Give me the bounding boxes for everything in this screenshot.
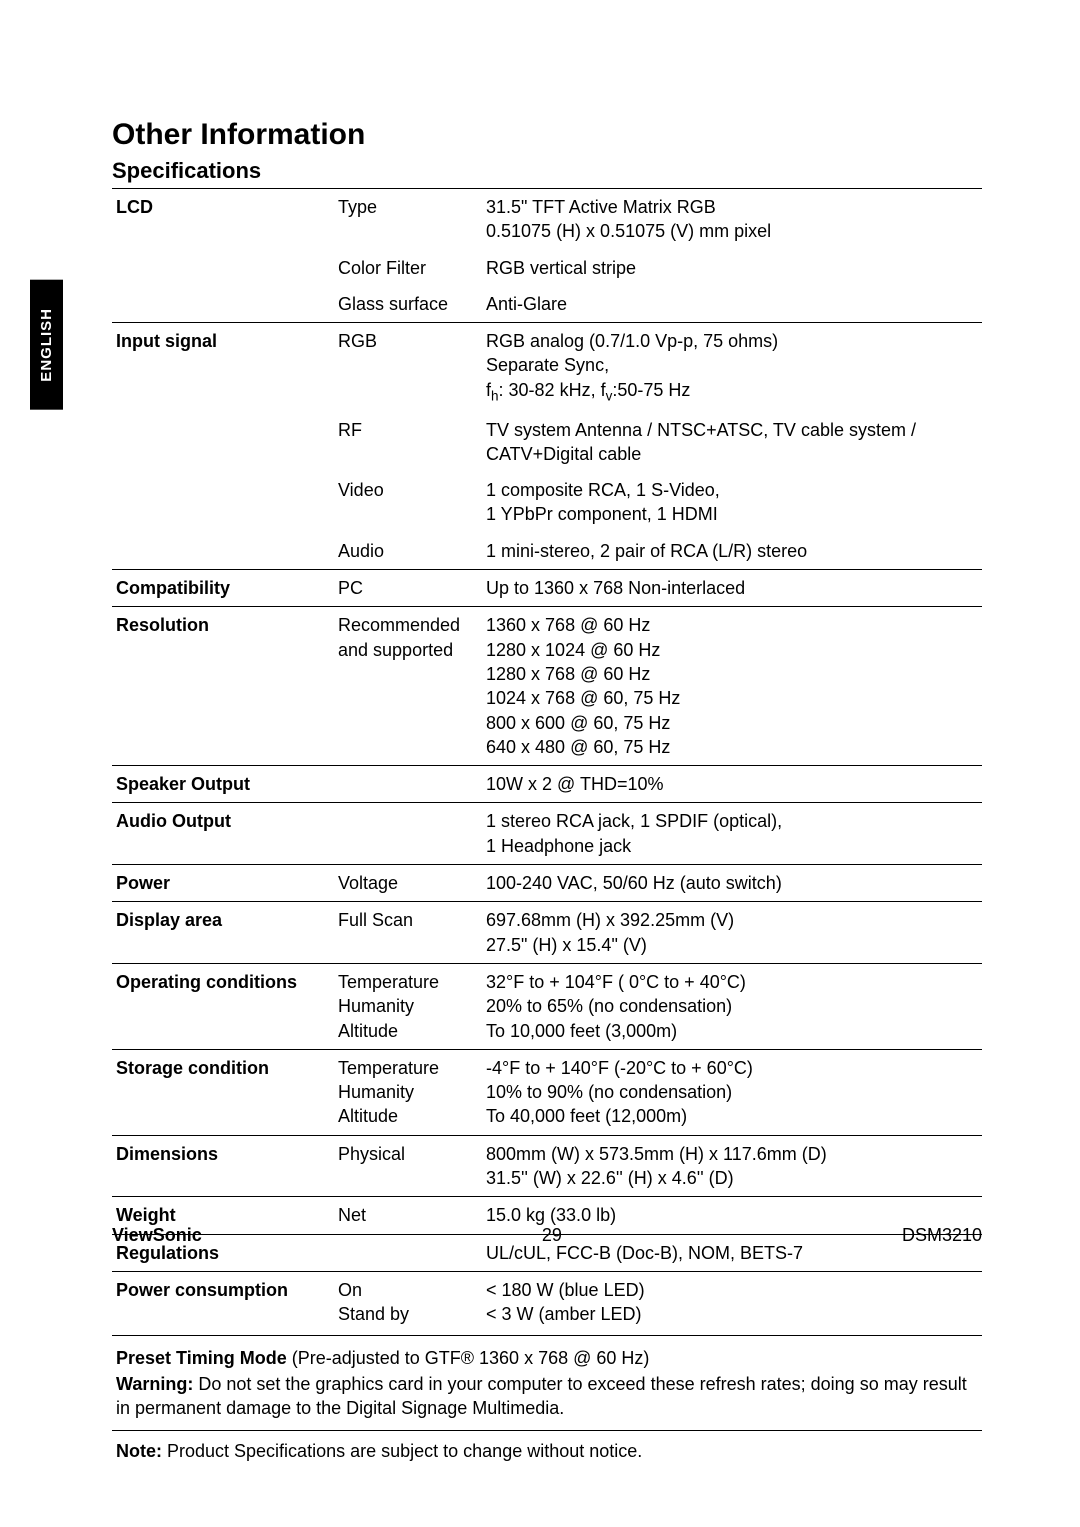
spec-value: 1 stereo RCA jack, 1 SPDIF (optical),1 H…	[482, 803, 982, 865]
note-text: Product Specifications are subject to ch…	[167, 1441, 642, 1461]
warning-label: Warning:	[116, 1374, 198, 1394]
spec-value: 1360 x 768 @ 60 Hz1280 x 1024 @ 60 Hz128…	[482, 607, 982, 766]
spec-attribute: Full Scan	[334, 902, 482, 964]
spec-label: Input signal	[112, 323, 334, 412]
spec-row: RFTV system Antenna / NTSC+ATSC, TV cabl…	[112, 412, 982, 473]
spec-label	[112, 472, 334, 533]
spec-attribute: Physical	[334, 1135, 482, 1197]
spec-row: DimensionsPhysical800mm (W) x 573.5mm (H…	[112, 1135, 982, 1197]
spec-attribute: Recommended and supported	[334, 607, 482, 766]
spec-attribute: RGB	[334, 323, 482, 412]
spec-value: 10W x 2 @ THD=10%	[482, 766, 982, 803]
spec-label: Speaker Output	[112, 766, 334, 803]
spec-label: Power consumption	[112, 1271, 334, 1332]
page-content: Other Information Specifications LCDType…	[112, 118, 982, 1472]
spec-label	[112, 250, 334, 286]
spec-row: Display areaFull Scan697.68mm (H) x 392.…	[112, 902, 982, 964]
spec-label: LCD	[112, 189, 334, 250]
spec-attribute: OnStand by	[334, 1271, 482, 1332]
spec-label: Operating conditions	[112, 963, 334, 1049]
page-footer: ViewSonic 29 DSM3210	[112, 1225, 982, 1246]
spec-attribute: Video	[334, 472, 482, 533]
spec-label: Storage condition	[112, 1049, 334, 1135]
spec-attribute: Voltage	[334, 865, 482, 902]
spec-row: Video1 composite RCA, 1 S-Video,1 YPbPr …	[112, 472, 982, 533]
language-tab: ENGLISH	[30, 280, 63, 410]
spec-row: Storage conditionTemperatureHumanityAlti…	[112, 1049, 982, 1135]
spec-attribute: Type	[334, 189, 482, 250]
spec-attribute	[334, 803, 482, 865]
brand-name: ViewSonic	[112, 1225, 202, 1246]
spec-value: Up to 1360 x 768 Non-interlaced	[482, 570, 982, 607]
spec-attribute: TemperatureHumanityAltitude	[334, 963, 482, 1049]
spec-label: Audio Output	[112, 803, 334, 865]
note-label: Note:	[116, 1441, 167, 1461]
spec-row: Glass surfaceAnti-Glare	[112, 286, 982, 323]
spec-value: < 180 W (blue LED)< 3 W (amber LED)	[482, 1271, 982, 1332]
spec-value: 1 mini-stereo, 2 pair of RCA (L/R) stere…	[482, 533, 982, 570]
spec-value: 32°F to + 104°F ( 0°C to + 40°C)20% to 6…	[482, 963, 982, 1049]
spec-row: LCDType31.5" TFT Active Matrix RGB0.5107…	[112, 189, 982, 250]
spec-label: Resolution	[112, 607, 334, 766]
spec-attribute	[334, 766, 482, 803]
spec-label: Compatibility	[112, 570, 334, 607]
spec-row: Input signalRGBRGB analog (0.7/1.0 Vp-p,…	[112, 323, 982, 412]
spec-label	[112, 533, 334, 570]
spec-value: -4°F to + 140°F (-20°C to + 60°C)10% to …	[482, 1049, 982, 1135]
spec-row: Audio1 mini-stereo, 2 pair of RCA (L/R) …	[112, 533, 982, 570]
spec-row: Audio Output 1 stereo RCA jack, 1 SPDIF (…	[112, 803, 982, 865]
spec-row: Power consumptionOnStand by< 180 W (blue…	[112, 1271, 982, 1332]
spec-label: Power	[112, 865, 334, 902]
spec-label	[112, 286, 334, 323]
spec-attribute: RF	[334, 412, 482, 473]
spec-label: Display area	[112, 902, 334, 964]
spec-value: RGB vertical stripe	[482, 250, 982, 286]
spec-attribute: Glass surface	[334, 286, 482, 323]
spec-value: 800mm (W) x 573.5mm (H) x 117.6mm (D)31.…	[482, 1135, 982, 1197]
warning-text: Do not set the graphics card in your com…	[116, 1374, 967, 1418]
spec-value: 697.68mm (H) x 392.25mm (V)27.5" (H) x 1…	[482, 902, 982, 964]
spec-attribute: Color Filter	[334, 250, 482, 286]
spec-label: Dimensions	[112, 1135, 334, 1197]
spec-row: ResolutionRecommended and supported1360 …	[112, 607, 982, 766]
subsection-title: Specifications	[112, 158, 982, 184]
spec-attribute: Audio	[334, 533, 482, 570]
spec-table: LCDType31.5" TFT Active Matrix RGB0.5107…	[112, 188, 982, 1333]
spec-value: RGB analog (0.7/1.0 Vp-p, 75 ohms)Separa…	[482, 323, 982, 412]
spec-row: Speaker Output 10W x 2 @ THD=10%	[112, 766, 982, 803]
section-title: Other Information	[112, 118, 982, 152]
spec-value: 100-240 VAC, 50/60 Hz (auto switch)	[482, 865, 982, 902]
spec-value: Anti-Glare	[482, 286, 982, 323]
preset-text: (Pre-adjusted to GTF® 1360 x 768 @ 60 Hz…	[292, 1348, 650, 1368]
spec-label	[112, 412, 334, 473]
model-number: DSM3210	[902, 1225, 982, 1246]
spec-row: Operating conditionsTemperatureHumanityA…	[112, 963, 982, 1049]
preset-label: Preset Timing Mode	[116, 1348, 292, 1368]
notes-block: Preset Timing Mode (Pre-adjusted to GTF®…	[112, 1335, 982, 1432]
spec-value: TV system Antenna / NTSC+ATSC, TV cable …	[482, 412, 982, 473]
footnote: Note: Product Specifications are subject…	[112, 1431, 982, 1472]
spec-attribute: TemperatureHumanityAltitude	[334, 1049, 482, 1135]
spec-value: 1 composite RCA, 1 S-Video,1 YPbPr compo…	[482, 472, 982, 533]
spec-row: Color FilterRGB vertical stripe	[112, 250, 982, 286]
page-number: 29	[542, 1225, 562, 1246]
spec-row: PowerVoltage100-240 VAC, 50/60 Hz (auto …	[112, 865, 982, 902]
spec-attribute: PC	[334, 570, 482, 607]
spec-row: CompatibilityPCUp to 1360 x 768 Non-inte…	[112, 570, 982, 607]
spec-value: 31.5" TFT Active Matrix RGB0.51075 (H) x…	[482, 189, 982, 250]
